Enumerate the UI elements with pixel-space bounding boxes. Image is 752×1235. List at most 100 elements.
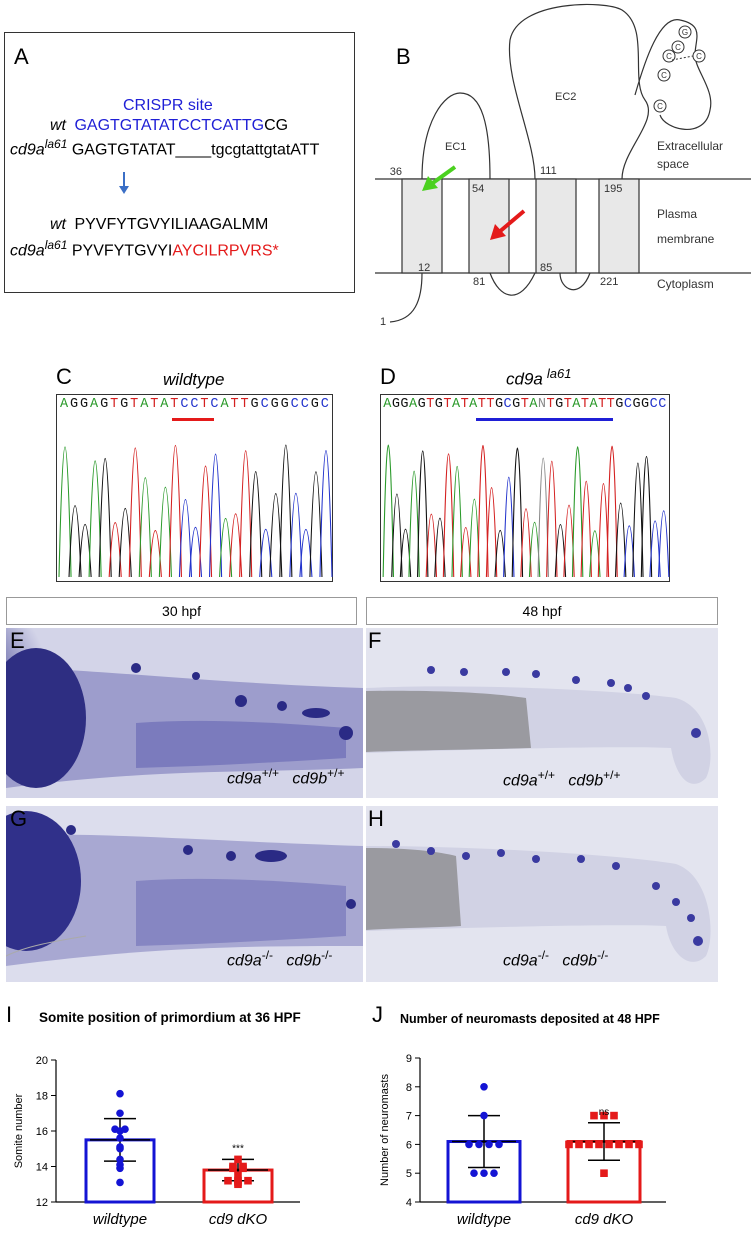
data-point (480, 1111, 488, 1120)
mut-gap: ____ (175, 141, 212, 159)
chromatogram-peak (98, 457, 112, 578)
chart-i-title: Somite position of primordium at 36 HPF (39, 1010, 301, 1025)
wt-label: wt (50, 117, 66, 134)
space-label: space (657, 157, 689, 171)
base-call: C (503, 397, 512, 412)
chromatogram-peak (632, 462, 644, 578)
wt-dna-row: wt GAGTGTATATCCTCATTGCG (50, 117, 288, 135)
cys-5: C (661, 71, 667, 80)
cys-3: C (666, 52, 672, 61)
data-point (605, 1140, 613, 1149)
mut-protein-seq-black: PYVFYTGVYI (71, 242, 173, 260)
chromatogram-peak (249, 471, 263, 578)
data-point (625, 1140, 633, 1149)
genotype-e-b-sup: +/+ (327, 766, 345, 780)
photo-e (6, 628, 363, 798)
genotype-e: cd9a+/+ cd9b+/+ (227, 766, 344, 788)
genotype-f-b: cd9b (568, 772, 604, 790)
data-point (490, 1169, 498, 1177)
mut-protein-row: cd9ala61 PYVFYTGVYIAYCILRPVRS* (10, 238, 279, 260)
base-call: C (320, 397, 329, 412)
base-call: G (280, 397, 289, 412)
wt-crispr-underline (172, 418, 214, 421)
genotype-e-a: cd9a (227, 770, 262, 788)
data-point (116, 1127, 124, 1135)
data-point (600, 1111, 608, 1120)
data-point (480, 1169, 488, 1177)
chromatogram-peak (485, 487, 498, 578)
num-111: 111 (540, 165, 557, 177)
chromatogram-peak (425, 513, 438, 578)
base-call: G (615, 397, 624, 412)
y-axis-label: Somite number (13, 1093, 25, 1168)
mut-dna-row: cd9ala61 GAGTGTATAT____tgcgtattgtatATT (10, 137, 319, 159)
data-point (615, 1140, 623, 1149)
base-call: G (270, 397, 279, 412)
chromatogram-peak (580, 480, 592, 578)
chromatogram-peak (520, 508, 532, 578)
data-point (224, 1176, 232, 1185)
chromatogram-peak (168, 445, 182, 578)
panel-a-box (4, 32, 355, 293)
base-call: T (230, 397, 239, 412)
chromatogram-peak (319, 450, 333, 578)
chromatogram-peak (571, 446, 584, 578)
panel-label-h: H (368, 806, 384, 831)
base-call: A (469, 397, 478, 412)
y-tick-label: 9 (406, 1053, 412, 1065)
data-point (565, 1140, 573, 1149)
green-arrow-icon (422, 165, 457, 191)
data-point (635, 1140, 643, 1149)
ec1-label: EC1 (445, 141, 466, 153)
base-call: T (606, 397, 615, 412)
x-tick-label: cd9 dKO (575, 1211, 634, 1228)
base-call: A (409, 397, 418, 412)
panel-label-b: B (396, 44, 411, 69)
num-85: 85 (540, 262, 552, 274)
panel-label-a: A (14, 44, 29, 69)
base-call: G (69, 397, 79, 412)
genotype-h-a-sup: -/- (537, 948, 550, 962)
base-call: C (260, 397, 269, 412)
data-point (116, 1134, 124, 1142)
data-point (470, 1169, 478, 1177)
mut-gene-label: cd9a (10, 141, 45, 159)
mut-protein-allele: la61 (44, 238, 68, 252)
chromatogram-peak (537, 457, 549, 578)
base-call: T (477, 397, 486, 412)
data-point (239, 1164, 247, 1173)
panel-c-title: wildtype (163, 370, 225, 389)
base-call: T (200, 397, 209, 412)
data-point (116, 1155, 124, 1164)
base-call: T (150, 397, 159, 412)
base-call: G (632, 397, 641, 412)
mut-seq-a: GAGTGTATAT (71, 141, 176, 159)
data-point (116, 1164, 124, 1173)
mut-allele-label: la61 (44, 137, 68, 151)
photo-f (366, 628, 718, 798)
data-point (485, 1140, 493, 1149)
chromatogram-mutant: AGGAGTGTATATTGCGTANTGTATATTGCGGCC (380, 394, 670, 582)
panel-d-title: cd9a la61 (506, 366, 571, 390)
data-point (595, 1140, 603, 1149)
y-tick-label: 5 (406, 1168, 412, 1180)
cd9-topology-diagram: G C C C C C EC1 EC2 36 54 111 195 12 81 … (375, 3, 751, 328)
base-call: C (290, 397, 299, 412)
base-call: T (443, 397, 452, 412)
base-call: T (460, 397, 469, 412)
base-call: C (658, 397, 667, 412)
chromatogram-peak (546, 460, 558, 578)
num-36: 36 (390, 166, 402, 178)
num-195: 195 (604, 183, 622, 195)
chart-j: 4 5 6 7 8 9 Number of neuromasts wildtype cd9 dK… (379, 1053, 666, 1228)
mut-seq-b: tgcgtattgtatATT (211, 141, 320, 159)
base-call: T (240, 397, 249, 412)
data-point (600, 1169, 608, 1177)
wt-protein-label: wt (50, 216, 66, 233)
chromatogram-peak (58, 446, 72, 578)
ec2-label: EC2 (555, 91, 576, 103)
genotype-f-a-sup: +/+ (537, 768, 556, 782)
panel-label-i: I (6, 1002, 13, 1027)
y-axis-label: Number of neuromasts (379, 1074, 391, 1186)
